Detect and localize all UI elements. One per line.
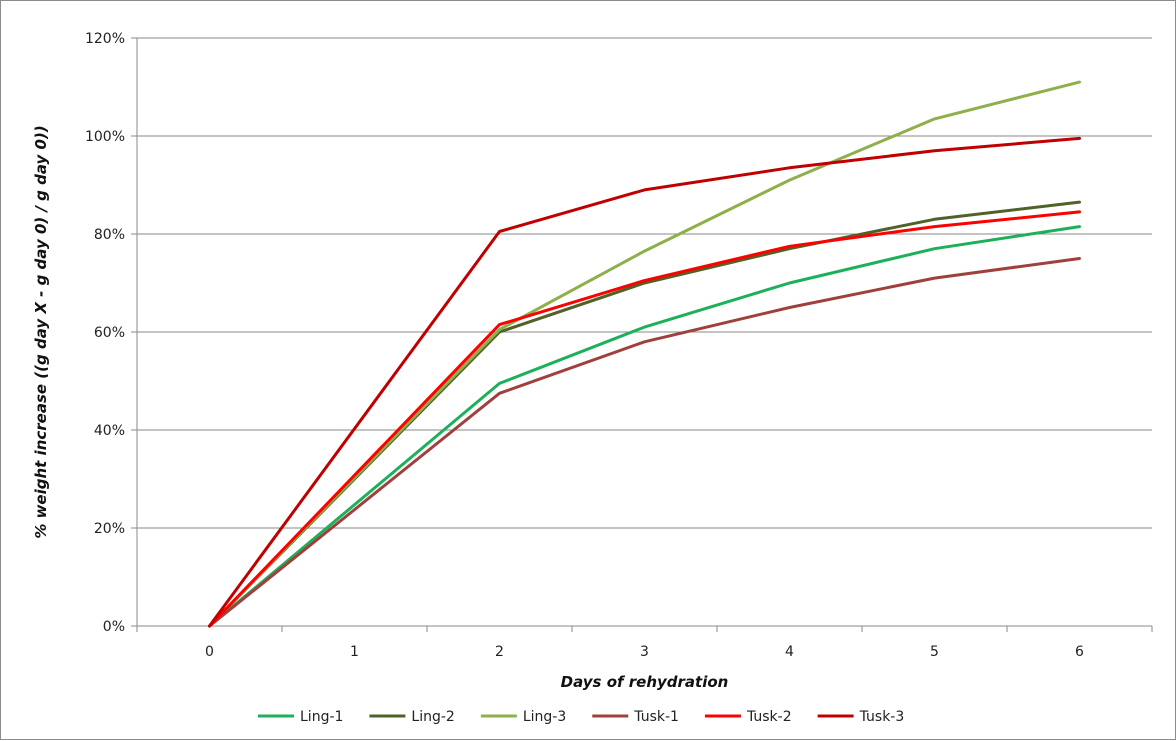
x-tick-labels: 0 1 2 3 4 5 6 bbox=[205, 644, 1084, 660]
y-tick-label: 0% bbox=[103, 619, 125, 635]
series-line-ling-2 bbox=[208, 200, 1081, 628]
legend-label: Ling-1 bbox=[300, 709, 343, 725]
legend-item-ling-2: Ling-2 bbox=[369, 709, 455, 725]
x-tick-label: 0 bbox=[205, 644, 214, 660]
legend-label: Ling-2 bbox=[411, 709, 454, 725]
y-tick-label: 120% bbox=[85, 31, 125, 47]
x-tick-label: 3 bbox=[640, 644, 649, 660]
series-line-tusk-2 bbox=[208, 210, 1081, 628]
legend-label: Tusk-1 bbox=[633, 709, 679, 725]
y-tick-label: 40% bbox=[94, 423, 125, 439]
series-line-ling-3 bbox=[208, 80, 1081, 628]
axes bbox=[136, 38, 1153, 632]
y-tick-label: 100% bbox=[85, 129, 125, 145]
x-tick-label: 6 bbox=[1075, 644, 1084, 660]
legend: Ling-1 Ling-2 Ling-3 Tusk-1 Tusk-2 Tusk-3 bbox=[258, 709, 904, 725]
y-axis-title: % weight increase ((g day X - g day 0) /… bbox=[32, 125, 50, 538]
x-tick-label: 1 bbox=[350, 644, 359, 660]
series-line-ling-1 bbox=[208, 225, 1081, 628]
legend-item-ling-3: Ling-3 bbox=[480, 709, 566, 725]
x-tick-label: 2 bbox=[495, 644, 504, 660]
x-tick-label: 5 bbox=[930, 644, 939, 660]
y-tick-label: 80% bbox=[94, 227, 125, 243]
y-tick-label: 20% bbox=[94, 521, 125, 537]
legend-label: Ling-3 bbox=[523, 709, 566, 725]
series-lines bbox=[208, 80, 1081, 628]
y-tick-labels: 0% 20% 40% 60% 80% 100% 120% bbox=[85, 31, 125, 635]
legend-item-tusk-1: Tusk-1 bbox=[592, 709, 679, 725]
x-axis-title: Days of rehydration bbox=[561, 673, 729, 691]
series-line-tusk-1 bbox=[208, 257, 1081, 628]
x-tick-label: 4 bbox=[785, 644, 794, 660]
series-line-tusk-3 bbox=[208, 136, 1081, 628]
y-tick-label: 60% bbox=[94, 325, 125, 341]
legend-item-tusk-2: Tusk-2 bbox=[704, 709, 792, 725]
legend-item-tusk-3: Tusk-3 bbox=[817, 709, 905, 725]
legend-label: Tusk-3 bbox=[859, 709, 905, 725]
gridlines bbox=[131, 37, 1152, 627]
legend-label: Tusk-2 bbox=[746, 709, 792, 725]
legend-item-ling-1: Ling-1 bbox=[258, 709, 343, 725]
